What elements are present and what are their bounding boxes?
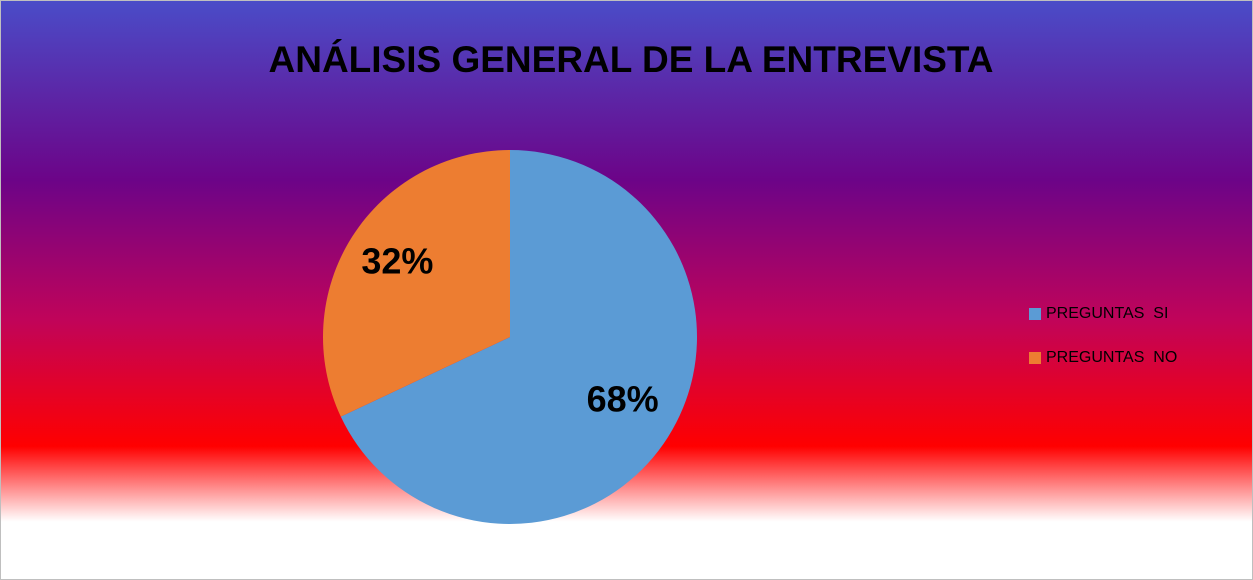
legend-label: PREGUNTAS NO <box>1046 349 1177 366</box>
data-label: 68% <box>587 379 659 420</box>
data-label: 32% <box>361 240 433 281</box>
legend-label: PREGUNTAS SI <box>1046 305 1168 322</box>
chart-title: ANÁLISIS GENERAL DE LA ENTREVISTA <box>269 39 994 80</box>
pie-slice <box>323 150 510 417</box>
pie-slice <box>340 150 698 524</box>
legend-swatch <box>1029 308 1041 320</box>
legend-swatch <box>1029 352 1041 364</box>
